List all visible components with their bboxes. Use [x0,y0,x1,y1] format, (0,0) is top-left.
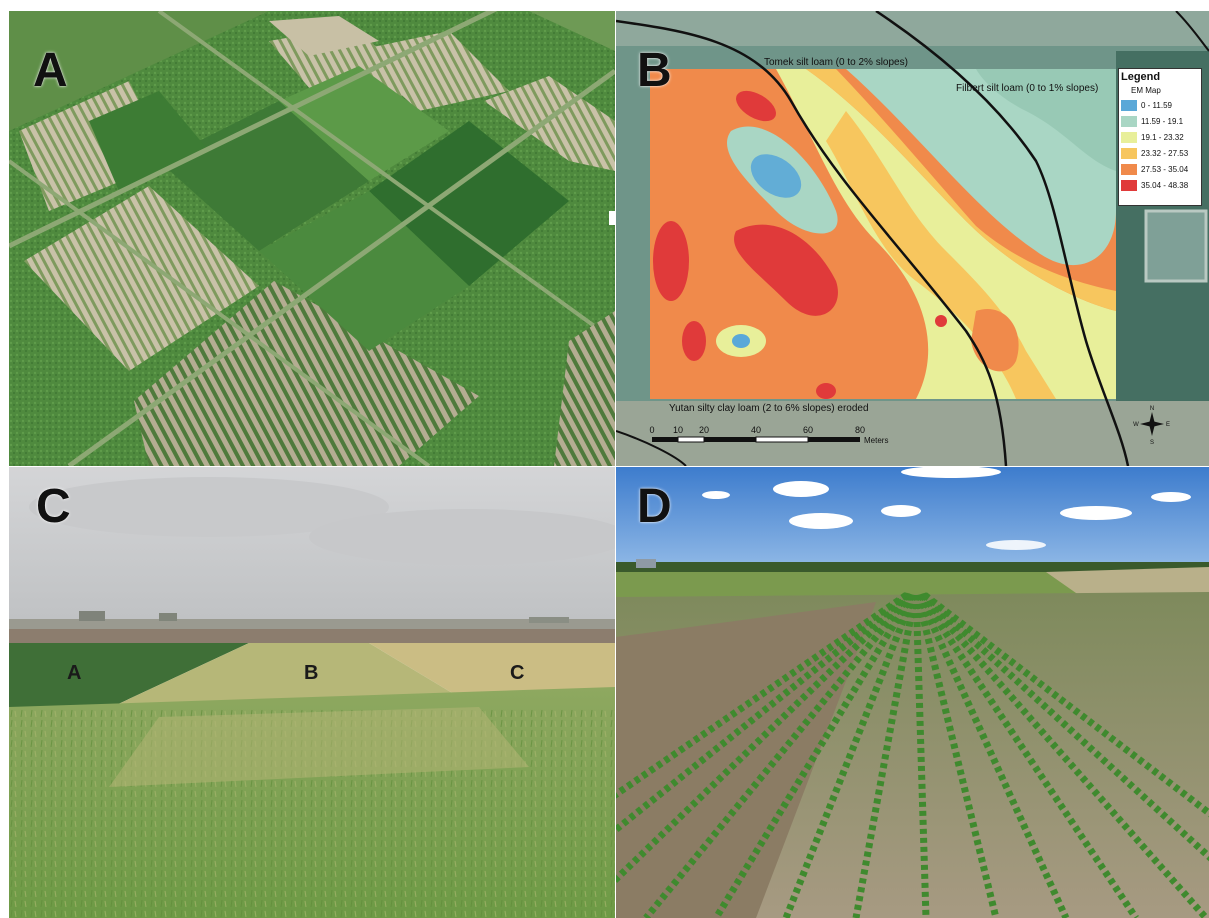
scale-tick-20: 20 [699,425,709,435]
legend-label: 0 - 11.59 [1141,100,1172,110]
field-photo: A B C [9,467,615,918]
panel-b-em-map: Tomek silt loam (0 to 2% slopes) Filbert… [616,11,1209,466]
corn-row [917,593,1139,918]
soil-label-tomek: Tomek silt loam (0 to 2% slopes) [764,57,908,68]
scale-tick-80: 80 [855,425,865,435]
north-label: N [1150,406,1154,412]
corn-row [643,592,914,918]
scale-tick-0: 0 [649,425,654,435]
scale-unit: Meters [864,436,888,445]
legend-swatch [1121,115,1137,127]
em-map: Tomek silt loam (0 to 2% slopes) Filbert… [616,11,1209,466]
corn-row [922,592,1209,818]
legend-label: 11.59 - 19.1 [1141,116,1184,126]
corn-row [782,593,917,918]
legend-swatch [1121,147,1137,159]
panel-c-field-strips: A B C C [9,467,615,918]
legend-title: Legend [1121,71,1161,83]
vehicle-marker [609,211,615,225]
panel-d-letter: D [637,480,672,533]
strip-label-a: A [67,662,81,684]
aerial-photo [9,11,615,466]
south-label: S [1150,440,1154,446]
corn-rows [616,592,1209,918]
panel-a-aerial-plots: A [9,11,615,466]
legend-subtitle: EM Map [1131,86,1161,95]
legend-swatch [1121,179,1137,191]
east-label: E [1166,422,1170,428]
legend-item: 23.32 - 27.53 [1119,145,1201,161]
soil-label-yutan: Yutan silty clay loam (2 to 6% slopes) e… [669,403,869,414]
legend-swatch [1121,99,1137,111]
legend-label: 27.53 - 35.04 [1141,164,1189,174]
legend-item: 27.53 - 35.04 [1119,161,1201,177]
legend-label: 19.1 - 23.32 [1141,132,1184,142]
scale-bar: 0 10 20 40 60 80 Meters [649,425,888,445]
west-label: W [1133,422,1139,428]
panel-b-letter: B [637,44,672,97]
soil-label-filbert: Filbert silt loam (0 to 1% slopes) [956,83,1098,94]
legend-label: 35.04 - 48.38 [1141,180,1189,190]
scale-tick-10: 10 [673,425,683,435]
panel-a-letter: A [33,44,68,97]
scale-tick-40: 40 [751,425,761,435]
legend-item: 11.59 - 19.1 [1119,113,1201,129]
corn-row [852,594,919,918]
legend-item: 19.1 - 23.32 [1119,129,1201,145]
legend-swatch [1121,131,1137,143]
corn-photo [616,467,1209,918]
legend-label: 23.32 - 27.53 [1141,148,1189,158]
legend-swatch [1121,163,1137,175]
legend-item: 0 - 11.59 [1119,97,1201,113]
corn-row [616,592,910,835]
panel-d-corn-field: D [616,467,1209,918]
strip-label-c: C [510,662,524,684]
legend: Legend EM Map 0 - 11.59 11.59 - 19.1 19.1 … [1118,68,1202,206]
strip-label-b: B [304,662,318,684]
legend-item: 35.04 - 48.38 [1119,177,1201,193]
scale-tick-60: 60 [803,425,813,435]
corn-row [914,594,1000,918]
panel-c-letter: C [36,480,71,533]
north-arrow-icon: N S E W [1133,406,1170,446]
